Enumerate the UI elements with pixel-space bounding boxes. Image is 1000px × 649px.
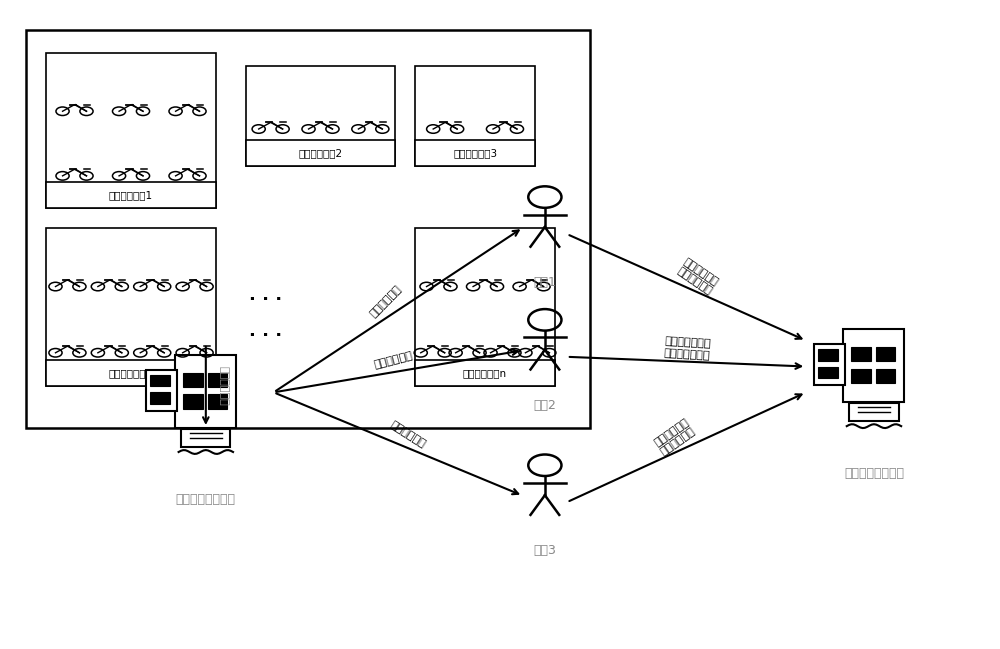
Text: 共享单车调度系统: 共享单车调度系统 [176,493,236,506]
Text: 自行车投放区n: 自行车投放区n [463,368,507,378]
Bar [851,369,871,384]
Text: 未执行调度任务
不发送现金奖励: 未执行调度任务 不发送现金奖励 [664,337,712,361]
Bar [46,182,216,208]
Text: 自行车投放区4: 自行车投放区4 [109,368,153,378]
Bar [415,228,555,386]
Text: 执行调度任务
发送现金奖励: 执行调度任务 发送现金奖励 [675,256,720,297]
Bar [849,403,899,421]
Bar [246,140,395,166]
Text: . . .: . . . [249,322,282,340]
Bar [183,395,203,409]
Text: 用户1: 用户1 [533,276,556,289]
Text: 推送调度任务: 推送调度任务 [389,419,427,449]
Bar [208,373,227,387]
Bar [46,228,216,386]
Text: 预测缺车区域: 预测缺车区域 [219,366,229,406]
Text: 推送调度任务: 推送调度任务 [368,284,403,319]
Bar [150,374,170,386]
Text: 用户2: 用户2 [533,399,556,412]
Bar [183,373,203,387]
Bar [181,429,230,447]
Text: 自行车投放区3: 自行车投放区3 [453,148,497,158]
Bar [208,395,227,409]
Bar [415,140,535,166]
Text: 自行车投放区2: 自行车投放区2 [298,148,343,158]
Bar [26,31,590,428]
Text: 执行调度任务
发送现金奖励: 执行调度任务 发送现金奖励 [652,417,697,457]
Bar [876,369,895,384]
Bar [415,66,535,166]
Bar [146,370,177,411]
Text: . . .: . . . [249,286,282,304]
Text: 用户3: 用户3 [533,545,556,557]
Bar [814,344,845,386]
Bar [851,347,871,361]
Bar [818,367,838,378]
Bar [150,393,170,404]
Bar [415,360,555,386]
Bar [175,354,236,428]
Text: 推送调度任务: 推送调度任务 [373,350,414,370]
Bar [843,328,904,402]
Bar [46,53,216,208]
Text: 自行车投放区1: 自行车投放区1 [109,190,153,201]
Bar [876,347,895,361]
Text: 共享单车调度系统: 共享单车调度系统 [844,467,904,480]
Bar [46,360,216,386]
Bar [818,349,838,361]
Bar [246,66,395,166]
